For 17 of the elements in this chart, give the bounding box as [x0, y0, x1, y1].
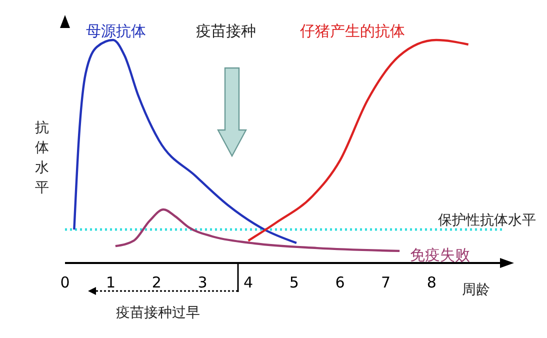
ref-line-label: 保护性抗体水平	[438, 212, 536, 228]
x-tick-label: 8	[426, 274, 436, 292]
text: 疫苗接种	[196, 22, 256, 41]
x-tick-label: 5	[289, 274, 299, 292]
x-tick-label: 3	[198, 274, 208, 292]
x-tick-label: 7	[381, 274, 391, 292]
series-label: 仔猪产生的抗体	[300, 22, 405, 41]
x-tick-label: 0	[60, 274, 70, 292]
x-tick-label: 2	[152, 274, 162, 292]
x-axis-title: 周龄	[462, 281, 490, 299]
y-axis-title: 抗体水平	[34, 119, 50, 198]
x-tick-label: 6	[335, 274, 345, 292]
text: 疫苗接种过早	[116, 304, 200, 322]
series-label: 母源抗体	[86, 22, 146, 41]
series-label: 免疫失败	[410, 246, 470, 265]
x-tick-label: 1	[106, 274, 116, 292]
x-tick-label: 4	[244, 274, 254, 292]
